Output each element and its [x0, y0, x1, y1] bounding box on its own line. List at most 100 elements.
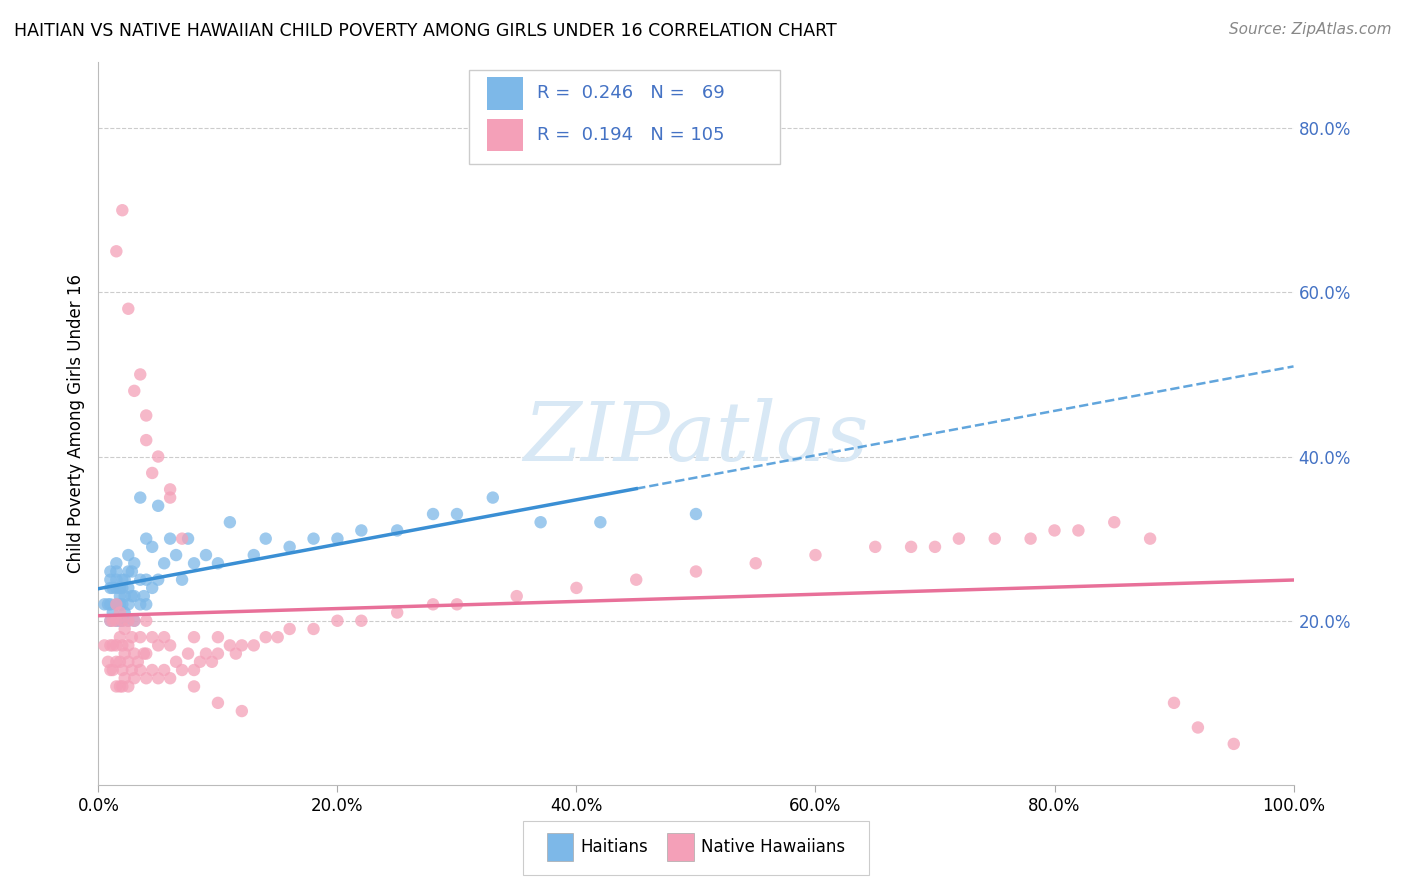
Point [127, 655, 149, 669]
Point [111, 573, 134, 587]
Point [101, 663, 124, 677]
Point [159, 639, 181, 653]
Point [101, 581, 124, 595]
Point [177, 647, 200, 661]
Point [129, 663, 152, 677]
Point [148, 499, 170, 513]
Point [302, 622, 325, 636]
Point [105, 614, 128, 628]
Point [745, 556, 768, 570]
FancyBboxPatch shape [486, 78, 523, 110]
Point [97, 598, 120, 612]
Point [159, 532, 181, 546]
Point [105, 614, 128, 628]
Text: Haitians: Haitians [581, 838, 648, 856]
Point [121, 565, 143, 579]
FancyBboxPatch shape [470, 70, 780, 163]
Point [135, 671, 157, 685]
Point [159, 483, 181, 497]
Text: Native Hawaiians: Native Hawaiians [700, 838, 845, 856]
Point [121, 663, 143, 677]
Point [114, 589, 136, 603]
Point [148, 671, 170, 685]
Point [117, 598, 139, 612]
Point [108, 630, 131, 644]
Point [278, 622, 301, 636]
Point [117, 581, 139, 595]
Point [141, 630, 163, 644]
Point [124, 589, 146, 603]
Point [111, 614, 134, 628]
Point [231, 704, 253, 718]
Point [422, 598, 444, 612]
Text: HAITIAN VS NATIVE HAWAIIAN CHILD POVERTY AMONG GIRLS UNDER 16 CORRELATION CHART: HAITIAN VS NATIVE HAWAIIAN CHILD POVERTY… [14, 22, 837, 40]
Point [98, 614, 122, 628]
Point [1223, 737, 1246, 751]
Point [117, 301, 139, 316]
Point [114, 647, 136, 661]
Point [804, 548, 827, 562]
Text: R =  0.246   N =   69: R = 0.246 N = 69 [537, 85, 724, 103]
Point [267, 630, 290, 644]
Point [98, 598, 122, 612]
Point [948, 532, 970, 546]
Point [159, 671, 181, 685]
Point [207, 630, 229, 644]
Point [101, 614, 124, 628]
Point [1067, 524, 1090, 538]
Point [183, 556, 205, 570]
FancyBboxPatch shape [547, 833, 572, 861]
Point [98, 565, 122, 579]
Point [172, 532, 194, 546]
Point [114, 573, 136, 587]
Point [105, 565, 128, 579]
Point [117, 655, 139, 669]
Text: Source: ZipAtlas.com: Source: ZipAtlas.com [1229, 22, 1392, 37]
Point [93, 598, 115, 612]
Point [108, 655, 131, 669]
Point [1139, 532, 1161, 546]
Point [1104, 515, 1126, 529]
Point [219, 639, 242, 653]
Point [105, 556, 128, 570]
Point [1187, 721, 1209, 735]
Point [129, 491, 152, 505]
Point [195, 548, 218, 562]
Point [135, 409, 157, 423]
Point [124, 614, 146, 628]
Point [124, 384, 146, 398]
Point [93, 639, 115, 653]
Point [105, 244, 128, 259]
Point [105, 598, 128, 612]
Point [172, 573, 194, 587]
Point [117, 614, 139, 628]
Point [111, 663, 134, 677]
Point [111, 581, 134, 595]
Point [385, 606, 409, 620]
Point [108, 614, 131, 628]
Point [141, 581, 163, 595]
Point [685, 565, 707, 579]
Point [129, 368, 152, 382]
FancyBboxPatch shape [486, 119, 523, 152]
Point [114, 606, 136, 620]
Point [481, 491, 505, 505]
Point [153, 630, 176, 644]
Point [108, 680, 131, 694]
Y-axis label: Child Poverty Among Girls Under 16: Child Poverty Among Girls Under 16 [66, 274, 84, 574]
Point [924, 540, 946, 554]
Point [98, 663, 122, 677]
Text: R =  0.194   N = 105: R = 0.194 N = 105 [537, 126, 724, 144]
Point [207, 556, 229, 570]
Point [111, 639, 134, 653]
Point [97, 655, 120, 669]
Point [350, 524, 373, 538]
Point [350, 614, 373, 628]
Point [98, 639, 122, 653]
Point [165, 548, 187, 562]
Point [183, 663, 205, 677]
Point [124, 671, 146, 685]
Point [129, 598, 152, 612]
Point [148, 639, 170, 653]
Point [1043, 524, 1066, 538]
